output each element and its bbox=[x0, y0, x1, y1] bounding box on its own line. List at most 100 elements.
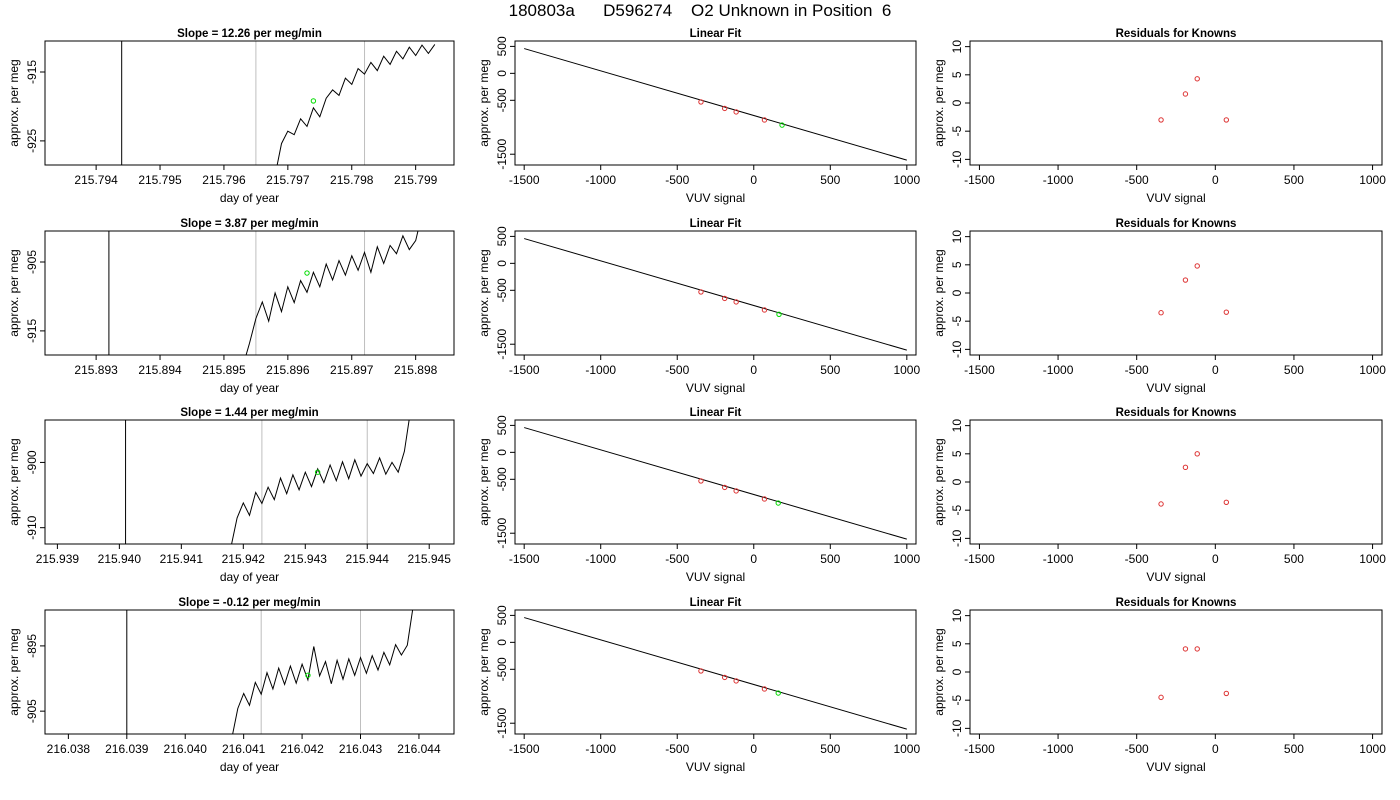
panel-title: Slope = 3.87 per meg/min bbox=[180, 218, 318, 230]
unknown-point bbox=[776, 311, 782, 317]
x-tick-label: 500 bbox=[1284, 552, 1304, 566]
y-axis-label: approx. per meg bbox=[932, 249, 946, 336]
x-tick-label: 0 bbox=[1212, 742, 1219, 756]
panel-title: Slope = 1.44 per meg/min bbox=[180, 407, 318, 419]
x-tick-label: -1000 bbox=[585, 363, 616, 377]
y-tick-label: -925 bbox=[25, 129, 39, 153]
plot-frame bbox=[969, 419, 1383, 545]
unknown-point bbox=[779, 122, 785, 128]
x-tick-label: 216.044 bbox=[397, 742, 441, 756]
x-tick-label: 216.038 bbox=[47, 742, 91, 756]
x-axis-label: VUV signal bbox=[1146, 381, 1205, 395]
x-tick-label: -1000 bbox=[1043, 363, 1074, 377]
residual-point bbox=[1194, 76, 1200, 82]
mean-marker-point bbox=[305, 672, 311, 678]
x-tick-label: 215.894 bbox=[138, 363, 182, 377]
known-point bbox=[721, 674, 728, 681]
panel-title: Linear Fit bbox=[690, 407, 742, 419]
y-tick-label: -5 bbox=[950, 316, 964, 327]
x-tick-label: -1500 bbox=[964, 173, 995, 187]
y-tick-label: -5 bbox=[950, 126, 964, 137]
plot-frame bbox=[514, 609, 917, 735]
plot-frame bbox=[44, 230, 455, 356]
panel-resid-row-2: Residuals for Knowns -1500 -1000 -500 0 500 10… bbox=[932, 218, 1386, 395]
plot-frame bbox=[44, 419, 455, 545]
panel-raw-row-4: Slope = -0.12 per meg/min 216.038 216.039 2… bbox=[7, 597, 455, 774]
x-axis-label: VUV signal bbox=[1146, 191, 1205, 205]
unknown-point bbox=[775, 690, 781, 696]
plot-frame bbox=[44, 609, 455, 735]
panel-resid-row-4: Residuals for Knowns -1500 -1000 -500 0 500 10… bbox=[932, 597, 1386, 774]
y-tick-label: 500 bbox=[495, 36, 509, 56]
plot-frame bbox=[514, 419, 917, 545]
residual-point bbox=[1158, 501, 1164, 507]
y-tick-label: -500 bbox=[495, 467, 509, 491]
plot-area bbox=[121, 41, 436, 165]
unknown-point bbox=[775, 500, 781, 506]
x-axis-label: VUV signal bbox=[686, 760, 745, 774]
plot-area bbox=[1158, 451, 1230, 507]
y-tick-label: -5 bbox=[950, 695, 964, 706]
fit-line bbox=[524, 617, 907, 730]
x-tick-label: 215.942 bbox=[222, 552, 266, 566]
y-tick-label: -915 bbox=[25, 319, 39, 343]
y-tick-label: -1500 bbox=[495, 518, 509, 549]
x-tick-label: -500 bbox=[1125, 552, 1149, 566]
known-point bbox=[761, 117, 768, 123]
x-tick-label: -1500 bbox=[509, 552, 540, 566]
y-tick-label: -1500 bbox=[495, 329, 509, 360]
y-axis-label: approx. per meg bbox=[7, 59, 21, 146]
y-tick-label: 5 bbox=[950, 71, 964, 78]
x-axis-label: day of year bbox=[220, 191, 279, 205]
x-tick-label: 1000 bbox=[1359, 363, 1386, 377]
x-tick-label: 0 bbox=[750, 173, 757, 187]
x-tick-label: -1000 bbox=[1043, 742, 1074, 756]
residual-point bbox=[1194, 263, 1200, 269]
x-axis-label: VUV signal bbox=[686, 191, 745, 205]
x-tick-label: 1000 bbox=[1359, 552, 1386, 566]
y-tick-label: -905 bbox=[25, 250, 39, 274]
known-point bbox=[698, 99, 704, 105]
x-tick-label: -500 bbox=[1125, 742, 1149, 756]
x-tick-label: -500 bbox=[665, 363, 689, 377]
y-axis-label: approx. per meg bbox=[7, 249, 21, 336]
y-tick-label: -10 bbox=[950, 529, 964, 547]
y-tick-label: 0 bbox=[495, 449, 509, 456]
y-tick-label: -910 bbox=[25, 515, 39, 539]
data-series-line bbox=[245, 231, 419, 355]
plot-area bbox=[1158, 646, 1230, 701]
known-point bbox=[733, 299, 739, 305]
x-tick-label: -1000 bbox=[585, 742, 616, 756]
plot-area bbox=[524, 427, 907, 540]
known-point bbox=[698, 289, 704, 295]
x-tick-label: 215.794 bbox=[74, 173, 118, 187]
x-tick-label: 216.043 bbox=[339, 742, 383, 756]
residual-point bbox=[1223, 309, 1230, 315]
x-tick-label: 216.041 bbox=[222, 742, 266, 756]
x-tick-label: -1000 bbox=[585, 173, 616, 187]
data-series-line bbox=[231, 420, 410, 544]
plot-area bbox=[524, 617, 907, 730]
plot-frame bbox=[44, 40, 455, 166]
fit-line bbox=[524, 48, 907, 161]
y-tick-label: -5 bbox=[950, 505, 964, 516]
x-tick-label: 215.944 bbox=[346, 552, 390, 566]
x-tick-label: -1000 bbox=[585, 552, 616, 566]
x-tick-label: 215.896 bbox=[266, 363, 310, 377]
plot-frame bbox=[969, 40, 1383, 166]
residual-point bbox=[1158, 694, 1164, 701]
mean-marker-point bbox=[310, 98, 317, 104]
y-tick-label: 5 bbox=[950, 450, 964, 457]
y-tick-label: 5 bbox=[950, 261, 964, 268]
y-tick-label: 10 bbox=[950, 609, 964, 623]
panel-title: Residuals for Knowns bbox=[1116, 28, 1237, 40]
known-point bbox=[761, 496, 768, 502]
x-tick-label: -1000 bbox=[1043, 552, 1074, 566]
x-axis-label: day of year bbox=[220, 570, 279, 584]
plot-frame bbox=[969, 230, 1383, 356]
residual-point bbox=[1158, 117, 1164, 123]
y-axis-label: approx. per meg bbox=[477, 628, 491, 715]
y-tick-label: -915 bbox=[25, 60, 39, 84]
x-tick-label: -500 bbox=[665, 173, 689, 187]
